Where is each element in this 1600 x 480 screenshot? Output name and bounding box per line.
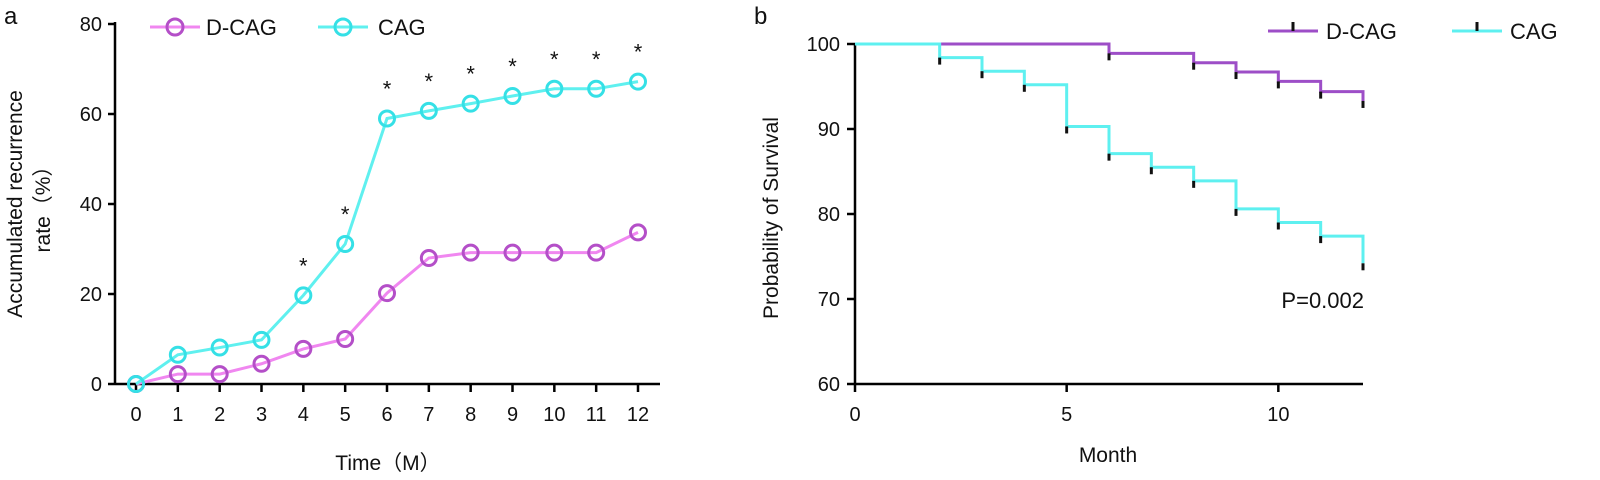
legend-marker-d-cag (165, 17, 185, 37)
data-point (378, 109, 396, 128)
significance-star: * (550, 47, 559, 72)
panel-label-b: b (754, 3, 767, 30)
x-tick-label: 2 (214, 404, 225, 426)
significance-star: * (634, 40, 643, 65)
significance-star: * (299, 253, 308, 278)
panel-b-series (855, 42, 1365, 271)
series-cag (127, 72, 647, 393)
data-point (168, 365, 187, 384)
y-tick-label: 60 (818, 374, 840, 396)
y-tick-label: 20 (80, 284, 102, 306)
data-point (461, 243, 480, 262)
x-tick-label: 10 (543, 404, 565, 426)
data-point (545, 243, 564, 262)
data-point (629, 72, 647, 91)
data-point (587, 79, 606, 98)
series-line-d-cag (135, 230, 639, 386)
x-tick-label: 4 (298, 404, 309, 426)
panel-label-a: a (4, 3, 18, 30)
x-tick-label: 10 (1267, 404, 1289, 426)
x-tick-label: 5 (1061, 404, 1072, 426)
panel-b-x-axis-title: Month (1079, 444, 1137, 467)
panel-a-x-axis-title: Time（M） (335, 452, 440, 475)
data-point (378, 284, 396, 303)
x-tick-label: 5 (340, 404, 351, 426)
significance-star: * (425, 69, 434, 94)
panel-a-y-axis-title-line1: Accumulated recurrence (4, 90, 27, 318)
y-tick-label: 80 (818, 204, 840, 226)
data-point (587, 243, 606, 262)
legend-label-d-cag: D-CAG (206, 15, 277, 40)
x-tick-label: 11 (586, 404, 607, 426)
data-point (461, 94, 480, 113)
km-step-line-d-cag (855, 42, 1365, 101)
panel-b-survival-chart: b D-CAG CAG 60 70 80 90 100 0 5 10 Month Proba… (754, 3, 1558, 467)
y-tick-label: 90 (818, 119, 840, 141)
panel-a-legend: D-CAG CAG (150, 15, 426, 40)
x-tick-label: 9 (507, 404, 518, 426)
y-tick-label: 100 (807, 34, 840, 56)
panel-a-y-ticks: 0 20 40 60 80 (80, 14, 115, 396)
legend-label-d-cag: D-CAG (1326, 19, 1397, 44)
data-point (419, 249, 438, 267)
y-tick-label: 60 (80, 104, 102, 126)
panel-b-x-ticks: 0 5 10 (849, 384, 1289, 426)
x-tick-label: 0 (130, 404, 141, 426)
series-d-cag (127, 223, 647, 393)
data-point (545, 79, 564, 98)
data-point (503, 243, 522, 262)
legend-label-cag: CAG (378, 15, 426, 40)
panel-a-x-ticks: 0 1 2 3 4 5 6 7 8 9 10 11 12 (130, 384, 649, 426)
data-point (210, 338, 229, 357)
data-point (127, 375, 145, 393)
legend-item-d-cag: D-CAG (150, 15, 277, 40)
significance-star: * (383, 77, 392, 102)
km-series-cag (855, 42, 1365, 271)
data-point (294, 286, 313, 305)
legend-item-cag: CAG (318, 15, 426, 40)
panel-a-significance-markers: * * * * * * * * * (299, 40, 643, 279)
data-point (336, 330, 355, 348)
data-point (336, 235, 355, 254)
data-point (168, 345, 187, 364)
x-tick-label: 8 (465, 404, 476, 426)
panel-a-series (127, 72, 647, 393)
x-tick-label: 1 (172, 404, 183, 426)
p-value-annotation: P=0.002 (1281, 288, 1364, 313)
x-tick-label: 6 (381, 404, 392, 426)
panel-b-legend: D-CAG CAG (1268, 19, 1558, 44)
data-point (252, 354, 271, 373)
legend-marker-cag (333, 17, 353, 37)
series-line-cag (135, 80, 639, 386)
significance-star: * (341, 202, 350, 227)
significance-star: * (592, 47, 601, 72)
y-tick-label: 40 (80, 194, 102, 216)
legend-item-d-cag: D-CAG (1268, 19, 1397, 44)
km-series-d-cag (855, 42, 1365, 108)
significance-star: * (508, 54, 517, 79)
significance-star: * (466, 62, 475, 87)
data-point (419, 101, 438, 120)
data-point (252, 330, 271, 349)
x-tick-label: 12 (627, 404, 649, 426)
legend-item-cag: CAG (1452, 19, 1558, 44)
data-point (210, 365, 229, 384)
data-point (294, 339, 313, 358)
y-tick-label: 80 (80, 14, 102, 36)
x-tick-label: 7 (423, 404, 434, 426)
legend-label-cag: CAG (1510, 19, 1558, 44)
y-tick-label: 70 (818, 289, 840, 311)
data-point (503, 87, 522, 105)
panel-a-y-axis-title-line2: rate（%） (32, 156, 55, 253)
panel-b-y-ticks: 60 70 80 90 100 (807, 34, 855, 396)
y-tick-label: 0 (91, 374, 102, 396)
km-step-line-cag (855, 42, 1365, 264)
data-point (629, 223, 647, 242)
x-tick-label: 3 (256, 404, 267, 426)
panel-b-y-axis-title: Probability of Survival (760, 117, 783, 319)
x-tick-label: 0 (849, 404, 860, 426)
